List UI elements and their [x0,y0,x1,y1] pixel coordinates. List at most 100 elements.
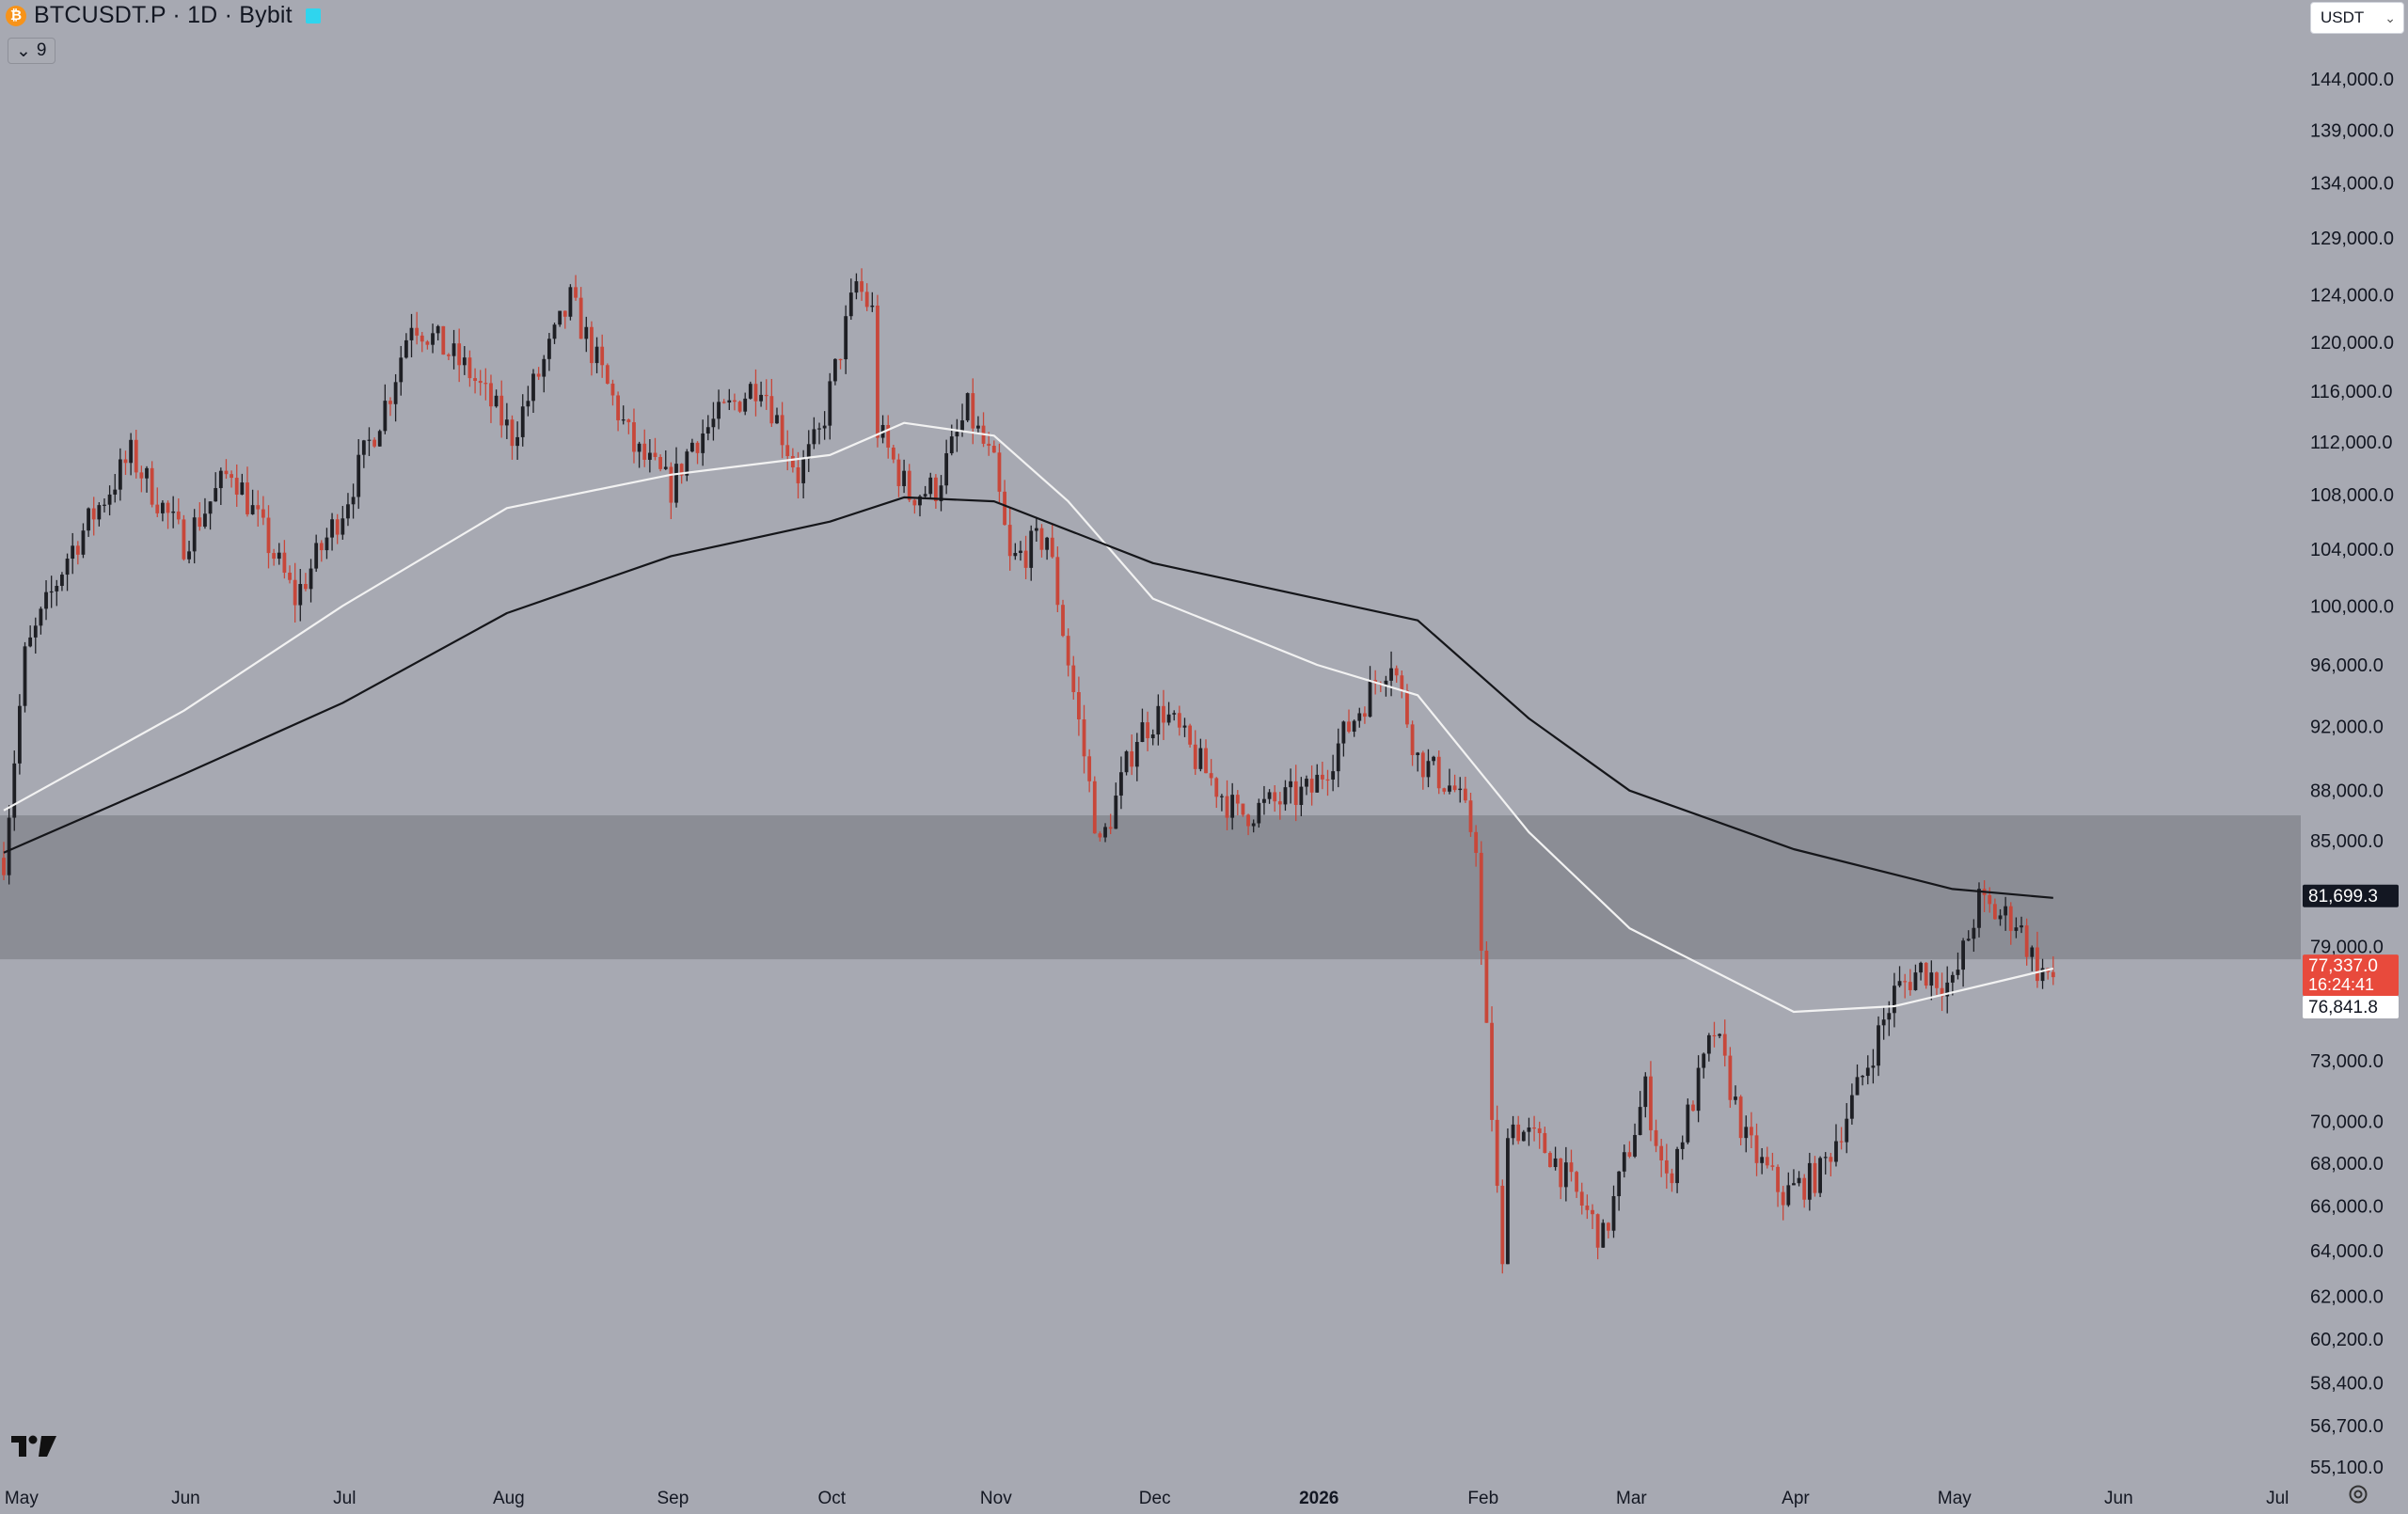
x-tick-label[interactable]: Aug [493,1489,525,1508]
x-tick-label[interactable]: May [5,1489,39,1508]
settings-gear-icon[interactable] [2346,1482,2370,1506]
price-axis[interactable]: 144,000.0 139,000.0 134,000.0 129,000.0 124,… [2310,70,2394,1478]
x-tick-label[interactable]: Feb [1467,1489,1498,1508]
x-tick-label[interactable]: Sep [657,1489,689,1508]
candle-body [960,420,964,433]
candle-body [780,415,784,446]
candle-body [1633,1134,1637,1157]
candle-body [1998,915,2003,920]
indicators-toggle-button[interactable]: ⌄ 9 [8,38,55,64]
candle-body [1368,680,1372,718]
candle-body [230,474,233,479]
candle-body [574,287,578,298]
candle-body [266,517,271,554]
candle-body [1643,1076,1648,1108]
candle-body [240,482,245,495]
candle-body [1691,1104,1695,1112]
candle-body [71,545,75,560]
candle-body [520,406,525,437]
candle-body [1389,668,1393,681]
x-tick-label[interactable]: Dec [1139,1489,1171,1508]
candle-body [542,358,547,377]
candle-body [616,395,620,420]
candle-body [325,537,329,551]
candle-body [1325,779,1330,781]
x-tick-label[interactable]: Nov [980,1489,1012,1508]
candle-body [1818,1158,1822,1193]
candle-body [1680,1142,1685,1149]
x-tick-label[interactable]: Jul [2266,1489,2289,1508]
candle-body [1765,1157,1769,1166]
candle-body [425,341,430,345]
candle-body [584,326,589,339]
candle-body [1193,744,1197,769]
candle-body [1305,779,1308,787]
candle-body [526,401,531,407]
candle-body [669,466,673,503]
candle-body [1082,718,1086,757]
candle-body [965,393,970,421]
candle-body [594,346,599,364]
ma-slow-line [3,496,2053,899]
candle-body [2004,906,2008,916]
candle-body [1103,827,1107,838]
x-tick-label[interactable]: 2026 [1299,1489,1339,1508]
candle-body [1966,938,1971,941]
candle-body [415,327,420,336]
candle-body [864,292,869,308]
candle-body [971,393,975,429]
tradingview-logo-icon[interactable] [9,1432,58,1460]
candle-body [1659,1145,1664,1160]
candle-body [49,591,54,593]
candle-body [1563,1162,1568,1188]
candle-body [346,504,350,519]
candle-body [1845,1118,1849,1143]
candle-body [1781,1191,1785,1206]
candle-body [1039,528,1044,550]
y-tick-label: 92,000.0 [2310,717,2384,737]
candle-body [272,553,277,560]
candle-body [1220,796,1224,797]
candle-body [748,384,752,399]
candle-body [531,373,535,402]
x-tick-label[interactable]: Apr [1782,1489,1810,1508]
candle-body [335,519,340,535]
candle-body [1855,1077,1860,1096]
x-tick-label[interactable]: Jul [333,1489,356,1508]
time-axis[interactable]: May Jun Jul Aug Sep Oct Nov Dec 2026 Feb Mar Apr May… [5,1489,2289,1508]
candle-body [1394,668,1399,676]
candle-body [478,381,483,384]
x-tick-label[interactable]: Oct [817,1489,846,1508]
candle-body [568,287,573,317]
candle-body [562,310,567,317]
currency-select[interactable]: USDT ⌄ [2310,2,2404,34]
candle-body [933,477,938,501]
candle-body [2036,947,2039,982]
candle-body [854,281,859,293]
candle-body [1575,1172,1579,1192]
x-tick-label[interactable]: May [1938,1489,1972,1508]
candle-body [75,545,80,555]
candle-body [309,568,313,590]
x-tick-label[interactable]: Mar [1616,1489,1647,1508]
candle-body [1807,1162,1812,1200]
candle-body [1865,1067,1870,1077]
candle-body [1664,1159,1669,1174]
candle-body [876,305,879,438]
x-tick-label[interactable]: Jun [171,1489,200,1508]
symbol-header[interactable]: ₿ BTCUSDT.P · 1D · Bybit [6,2,321,29]
candle-body [107,494,112,505]
x-tick-label[interactable]: Jun [2104,1489,2133,1508]
candle-body [785,445,790,457]
candle-body [510,419,515,447]
candle-body [1076,692,1081,719]
candle-body [1087,756,1092,781]
symbol-title[interactable]: BTCUSDT.P · 1D · Bybit [34,2,293,28]
y-tick-label: 144,000.0 [2310,70,2394,90]
candle-body [81,530,86,555]
candle-body [1283,787,1288,805]
candle-body [838,358,843,361]
